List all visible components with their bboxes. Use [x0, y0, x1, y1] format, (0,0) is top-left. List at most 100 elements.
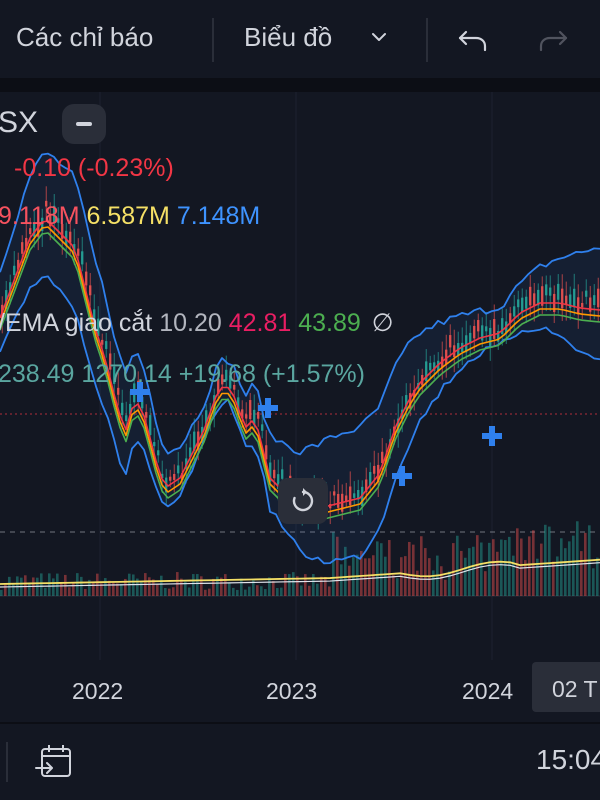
index-line-secondary — [0, 562, 600, 588]
volume-bar — [112, 582, 115, 596]
candle-body — [465, 335, 468, 353]
chevron-down-icon[interactable] — [368, 26, 390, 48]
volume-bar — [44, 587, 47, 596]
volume-bar — [564, 548, 567, 596]
volume-bar — [280, 587, 283, 596]
bottom-divider — [6, 742, 8, 782]
candle-body — [45, 200, 48, 207]
volume-bar — [272, 581, 275, 596]
volume-values[interactable]: 9.118M 6.587M 7.148M — [0, 202, 260, 231]
volume-bar — [416, 570, 419, 596]
candle-body — [257, 412, 260, 419]
volume-bar — [316, 583, 319, 596]
volume-bar — [444, 579, 447, 596]
price-chart[interactable] — [0, 92, 600, 732]
volume-bar — [164, 588, 167, 596]
volume-bar — [324, 576, 327, 596]
candle-body — [525, 296, 528, 309]
volume-bar — [508, 536, 511, 596]
candle-body — [517, 299, 520, 308]
time-axis[interactable]: 2022 2023 2024 — [0, 660, 600, 720]
reset-chart-button[interactable] — [278, 478, 328, 524]
ema-value-a: 10.20 — [159, 309, 222, 337]
candle-body — [573, 288, 576, 308]
volume-bar — [84, 588, 87, 596]
candle-body — [357, 489, 360, 500]
volume-bar — [376, 541, 379, 596]
volume-bar — [300, 585, 303, 596]
volume-bar — [592, 568, 595, 596]
candle-body — [433, 362, 436, 371]
volume-bar — [384, 556, 387, 596]
volume-bar — [412, 544, 415, 596]
symbol-name[interactable]: SX — [0, 106, 39, 139]
candle-body — [93, 309, 96, 321]
volume-bar — [296, 576, 299, 596]
bollinger-fill — [0, 153, 600, 564]
volume-bar — [184, 581, 187, 596]
volume-bar — [260, 586, 263, 596]
candle-body — [101, 339, 104, 345]
axis-label-2023: 2023 — [266, 678, 318, 704]
volume-bar — [548, 526, 551, 596]
goto-date-icon[interactable] — [34, 742, 74, 782]
candle-body — [405, 395, 408, 410]
volume-bar — [92, 582, 95, 596]
ema-cross-marker — [489, 426, 495, 446]
chart-type-button[interactable]: Biểu đồ — [244, 22, 333, 52]
candle-body — [145, 412, 148, 418]
candle-body — [269, 462, 272, 482]
volume-bar — [512, 555, 515, 596]
volume-bar — [196, 574, 199, 596]
candle-body — [561, 288, 564, 309]
candle-body — [485, 326, 488, 332]
candle-body — [225, 369, 228, 381]
volume-bar — [368, 558, 371, 596]
collapse-legend-button[interactable] — [62, 104, 106, 144]
candle-body — [509, 313, 512, 323]
candle-body — [533, 293, 536, 307]
volume-value-3: 7.148M — [176, 202, 261, 230]
candle-body — [413, 390, 416, 398]
candle-body — [277, 474, 280, 489]
candle-body — [261, 424, 264, 431]
candle-body — [497, 331, 500, 342]
volume-bar — [4, 584, 7, 596]
volume-bar — [328, 586, 331, 596]
volume-bar — [276, 588, 279, 596]
chart-pane[interactable]: SX -0.10 (-0.23%) 9.118M 6.587M 7.148M /… — [0, 92, 600, 732]
candle-body — [501, 318, 504, 335]
volume-bar — [200, 576, 203, 596]
indicators-button[interactable]: Các chỉ báo — [16, 22, 154, 52]
eye-off-icon[interactable]: ∅ — [371, 309, 394, 337]
candle-body — [489, 327, 492, 348]
volume-bar — [104, 578, 107, 596]
candle-body — [121, 402, 124, 416]
candle-body — [13, 265, 16, 276]
minus-icon — [76, 122, 92, 126]
undo-icon[interactable] — [456, 24, 490, 58]
redo-icon[interactable] — [536, 24, 570, 58]
volume-bar — [120, 584, 123, 596]
volume-bar — [388, 540, 391, 596]
candle-body — [69, 231, 72, 243]
candle-body — [61, 224, 64, 239]
candle-body — [117, 387, 120, 395]
ema-indicator-legend[interactable]: /EMA giao cắt 10.20 42.81 43.89 ∅ — [0, 308, 394, 338]
volume-bar — [532, 530, 535, 596]
candle-body — [53, 205, 56, 223]
candle-body — [105, 341, 108, 349]
candle-body — [193, 431, 196, 451]
volume-bar — [596, 557, 599, 596]
candle-body — [541, 286, 544, 306]
candle-body — [569, 294, 572, 308]
candle-body — [241, 409, 244, 418]
candle-body — [425, 361, 428, 382]
axis-label-2022: 2022 — [72, 678, 124, 704]
candle-body — [409, 393, 412, 409]
candle-body — [77, 248, 80, 256]
volume-bar — [516, 528, 519, 596]
candle-body — [245, 414, 248, 419]
volume-bar — [496, 551, 499, 596]
volume-bar — [528, 536, 531, 596]
